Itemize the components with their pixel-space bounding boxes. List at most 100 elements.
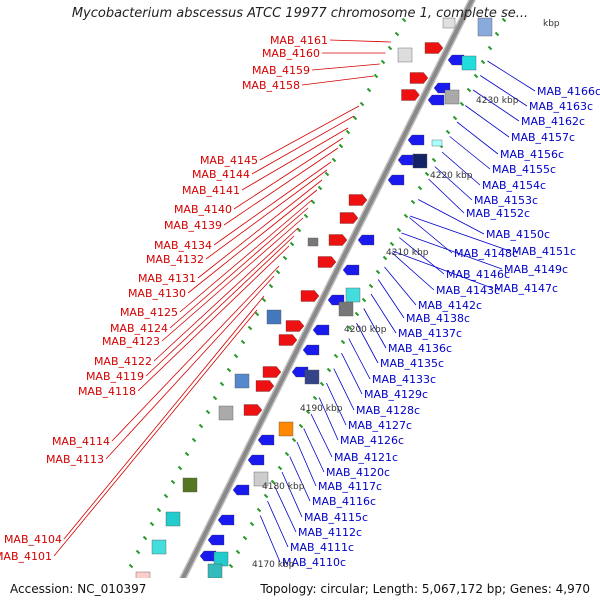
forward-gene-label[interactable]: MAB_4160	[262, 47, 320, 60]
topology-text: Topology: circular; Length: 5,067,172 bp…	[260, 582, 590, 596]
leader-line	[472, 89, 520, 122]
forward-gene-label[interactable]: MAB_4122	[94, 355, 152, 368]
leader-line	[465, 105, 510, 138]
forward-gene-label[interactable]: MAB_4130	[128, 287, 186, 300]
tick-right	[298, 423, 304, 429]
kbp-label: 4170 kbp	[252, 560, 295, 570]
forward-gene-label[interactable]: MAB_4139	[164, 219, 222, 232]
leader-line	[161, 217, 304, 342]
reverse-gene-label[interactable]: MAB_4153c	[474, 194, 538, 207]
forward-gene-label[interactable]: MAB_4140	[174, 203, 232, 216]
forward-gene-label[interactable]: MAB_4114	[52, 435, 110, 448]
tick-right	[249, 521, 255, 527]
tick-right	[291, 437, 297, 443]
reverse-gene-arrow	[407, 134, 425, 146]
tick-right	[417, 185, 423, 191]
tick-left	[184, 451, 190, 457]
reverse-gene-label[interactable]: MAB_4126c	[340, 434, 404, 447]
reverse-gene-label[interactable]: MAB_4127c	[348, 419, 412, 432]
forward-gene-label[interactable]: MAB_4104	[4, 533, 62, 546]
leader-line	[310, 413, 333, 458]
reverse-gene-label[interactable]: MAB_4137c	[398, 327, 462, 340]
leader-line	[137, 245, 290, 392]
tick-left	[170, 479, 176, 485]
reverse-gene-label[interactable]: MAB_4120c	[326, 466, 390, 479]
leader-line	[251, 115, 355, 175]
reverse-gene-box	[304, 369, 320, 385]
forward-gene-label[interactable]: MAB_4118	[78, 385, 136, 398]
reverse-gene-label[interactable]: MAB_4133c	[372, 373, 436, 386]
leader-line	[391, 252, 435, 291]
forward-gene-label[interactable]: MAB_4161	[270, 34, 328, 47]
leader-line	[169, 207, 309, 329]
forward-gene-label[interactable]: MAB_4159	[252, 64, 310, 77]
reverse-gene-label[interactable]: MAB_4162c	[521, 115, 585, 128]
forward-gene-label[interactable]: MAB_4113	[46, 453, 104, 466]
reverse-gene-label[interactable]: MAB_4166c	[537, 85, 600, 98]
leader-line	[434, 166, 473, 201]
leader-line	[409, 215, 511, 252]
reverse-gene-label[interactable]: MAB_4129c	[364, 388, 428, 401]
reverse-gene-arrow	[312, 324, 330, 336]
reverse-gene-label[interactable]: MAB_4146c	[446, 268, 510, 281]
forward-gene-label[interactable]: MAB_4101	[0, 550, 52, 563]
reverse-gene-label[interactable]: MAB_4147c	[494, 282, 558, 295]
reverse-gene-label[interactable]: MAB_4155c	[492, 163, 556, 176]
forward-gene-label[interactable]: MAB_4125	[120, 306, 178, 319]
reverse-gene-label[interactable]: MAB_4110c	[282, 556, 346, 569]
forward-gene-box	[218, 405, 234, 421]
forward-gene-box	[234, 373, 250, 389]
leader-line	[356, 322, 379, 364]
reverse-gene-label[interactable]: MAB_4136c	[388, 342, 452, 355]
tick-left	[401, 17, 407, 23]
reverse-gene-label[interactable]: MAB_4128c	[356, 404, 420, 417]
forward-gene-label[interactable]: MAB_4132	[146, 253, 204, 266]
label-leader-lines	[53, 39, 536, 563]
tick-left	[345, 129, 351, 135]
reverse-gene-label[interactable]: MAB_4112c	[298, 526, 362, 539]
reverse-gene-label[interactable]: MAB_4150c	[486, 228, 550, 241]
tick-right	[382, 255, 388, 261]
forward-gene-label[interactable]: MAB_4131	[138, 272, 196, 285]
tick-left	[324, 171, 330, 177]
reverse-gene-label[interactable]: MAB_4152c	[466, 207, 530, 220]
reverse-gene-label[interactable]: MAB_4151c	[512, 245, 576, 258]
reverse-gene-label[interactable]: MAB_4149c	[504, 263, 568, 276]
forward-gene-label[interactable]: MAB_4124	[110, 322, 168, 335]
reverse-gene-label[interactable]: MAB_4156c	[500, 148, 564, 161]
tick-right	[326, 367, 332, 373]
reverse-gene-label[interactable]: MAB_4117c	[318, 480, 382, 493]
forward-gene-label[interactable]: MAB_4119	[86, 370, 144, 383]
tick-right	[480, 59, 486, 65]
reverse-gene-label[interactable]: MAB_4115c	[304, 511, 368, 524]
forward-gene-label[interactable]: MAB_4141	[182, 184, 240, 197]
reverse-gene-label[interactable]: MAB_4163c	[529, 100, 593, 113]
reverse-gene-label[interactable]: MAB_4148c	[454, 247, 518, 260]
forward-gene-label[interactable]: MAB_4123	[102, 335, 160, 348]
reverse-gene-label[interactable]: MAB_4135c	[380, 357, 444, 370]
tick-left	[359, 101, 365, 107]
tick-right	[242, 535, 248, 541]
reverse-gene-label[interactable]: MAB_4111c	[290, 541, 354, 554]
forward-gene-label[interactable]: MAB_4134	[154, 239, 212, 252]
reverse-gene-label[interactable]: MAB_4142c	[418, 299, 482, 312]
reverse-gene-label[interactable]: MAB_4157c	[511, 131, 575, 144]
leader-line	[329, 39, 392, 43]
tick-right	[459, 101, 465, 107]
reverse-gene-label[interactable]: MAB_4143c	[436, 284, 500, 297]
forward-gene-label[interactable]: MAB_4145	[200, 154, 258, 167]
tick-right	[389, 241, 395, 247]
forward-gene-label[interactable]: MAB_4158	[242, 79, 300, 92]
reverse-gene-label[interactable]: MAB_4154c	[482, 179, 546, 192]
reverse-gene-label[interactable]: MAB_4138c	[406, 312, 470, 325]
forward-gene-label[interactable]: MAB_4144	[192, 168, 250, 181]
reverse-gene-label[interactable]: MAB_4116c	[312, 495, 376, 508]
forward-gene-arrow	[285, 320, 305, 332]
kbp-label: 4220 kbp	[430, 171, 473, 181]
tick-left	[226, 367, 232, 373]
reverse-gene-label[interactable]: MAB_4121c	[334, 451, 398, 464]
tick-left	[282, 255, 288, 261]
reverse-gene-box	[412, 153, 428, 169]
